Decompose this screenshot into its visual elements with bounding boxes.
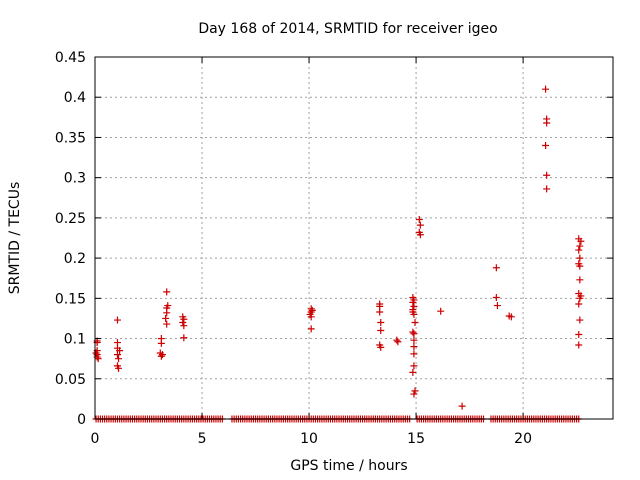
data-point bbox=[409, 328, 417, 336]
data-point bbox=[410, 336, 418, 344]
data-point bbox=[115, 364, 123, 372]
data-point bbox=[393, 336, 401, 344]
data-point bbox=[576, 276, 584, 284]
data-point bbox=[180, 315, 188, 323]
data-point bbox=[575, 246, 583, 254]
axis-ticks: 0 0.05 0.1 0.15 0.2 0.25 0.3 0.35 0.4 0.45 0 5 10 15 2… bbox=[55, 50, 613, 447]
y-tick-label: 0.3 bbox=[64, 171, 86, 187]
data-point bbox=[493, 302, 501, 310]
data-point bbox=[94, 355, 102, 363]
data-point bbox=[377, 327, 385, 335]
data-point bbox=[576, 242, 584, 250]
data-point bbox=[113, 351, 121, 359]
plot-frame bbox=[94, 56, 614, 420]
data-point bbox=[158, 351, 166, 359]
data-point bbox=[180, 322, 188, 330]
data-point bbox=[437, 307, 445, 315]
data-point bbox=[377, 318, 385, 326]
data-point bbox=[409, 368, 417, 376]
data-point bbox=[163, 320, 171, 328]
data-point bbox=[179, 318, 187, 326]
x-axis-label: GPS time / hours bbox=[290, 458, 407, 474]
data-point bbox=[543, 171, 551, 179]
y-axis-label: SRMTID / TECUs bbox=[7, 182, 23, 295]
data-point bbox=[410, 310, 418, 318]
data-point bbox=[115, 355, 123, 363]
data-point bbox=[163, 309, 171, 317]
data-point bbox=[575, 300, 583, 308]
data-point bbox=[163, 288, 171, 296]
data-point bbox=[157, 352, 165, 360]
data-point bbox=[116, 347, 124, 355]
data-point bbox=[113, 316, 121, 324]
data-point bbox=[411, 387, 419, 395]
data-point bbox=[410, 343, 418, 351]
data-point bbox=[410, 362, 418, 370]
data-point bbox=[415, 215, 423, 223]
data-point bbox=[576, 262, 584, 270]
data-point bbox=[492, 264, 500, 272]
data-point bbox=[492, 294, 500, 302]
data-point bbox=[410, 350, 418, 358]
data-point bbox=[543, 119, 551, 127]
data-point bbox=[180, 334, 188, 342]
data-point bbox=[92, 349, 100, 357]
data-point bbox=[409, 298, 417, 306]
data-point bbox=[576, 316, 584, 324]
chart-title: Day 168 of 2014, SRMTID for receiver ige… bbox=[198, 21, 497, 37]
data-point bbox=[416, 221, 424, 229]
data-point bbox=[162, 314, 170, 322]
y-tick-label: 0 bbox=[77, 412, 86, 428]
data-point bbox=[410, 390, 418, 398]
x-tick-label: 10 bbox=[300, 431, 318, 447]
data-point bbox=[543, 185, 551, 193]
x-tick-label: 5 bbox=[198, 431, 207, 447]
y-tick-label: 0.05 bbox=[55, 372, 86, 388]
x-tick-label: 15 bbox=[407, 431, 425, 447]
data-point bbox=[307, 325, 315, 333]
data-point bbox=[377, 343, 385, 351]
data-point bbox=[542, 85, 550, 93]
data-point bbox=[308, 306, 316, 314]
data-point bbox=[458, 402, 466, 410]
x-tick-label: 20 bbox=[514, 431, 532, 447]
grid-lines bbox=[95, 57, 613, 419]
data-point bbox=[575, 341, 583, 349]
data-point bbox=[416, 231, 424, 239]
x-tick-label: 0 bbox=[91, 431, 100, 447]
y-tick-label: 0.1 bbox=[64, 332, 86, 348]
data-point bbox=[507, 313, 515, 321]
data-point bbox=[394, 338, 402, 346]
y-tick-label: 0.15 bbox=[55, 291, 86, 307]
y-tick-label: 0.2 bbox=[64, 251, 86, 267]
y-tick-label: 0.25 bbox=[55, 211, 86, 227]
data-point bbox=[577, 237, 585, 245]
data-point bbox=[376, 308, 384, 316]
y-tick-label: 0.35 bbox=[55, 130, 86, 146]
data-point bbox=[576, 254, 584, 262]
data-point bbox=[576, 294, 584, 302]
data-point bbox=[542, 141, 550, 149]
y-tick-label: 0.45 bbox=[55, 50, 86, 66]
data-point bbox=[575, 331, 583, 339]
data-point bbox=[410, 330, 418, 338]
y-tick-label: 0.4 bbox=[64, 90, 86, 106]
data-point bbox=[307, 313, 315, 321]
data-point bbox=[410, 302, 418, 310]
data-point bbox=[157, 339, 165, 347]
data-points bbox=[92, 85, 585, 423]
data-point bbox=[411, 318, 419, 326]
